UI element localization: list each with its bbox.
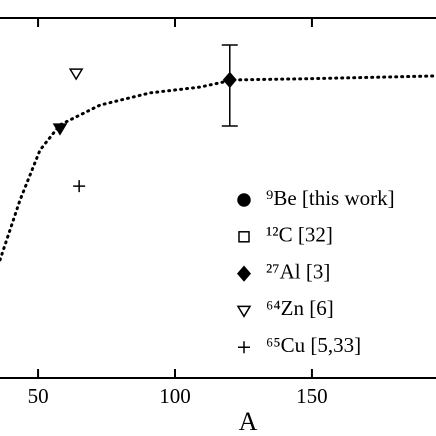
legend-marker: [237, 265, 251, 282]
x-tick-label: 50: [28, 384, 49, 408]
legend-label: ⁹Be [this work]: [266, 186, 395, 210]
legend-marker: [236, 305, 252, 318]
marker: [73, 180, 86, 193]
legend-marker: [238, 231, 250, 243]
legend-marker: [237, 193, 251, 207]
marker: [52, 123, 68, 136]
x-tick-label: 150: [296, 384, 328, 408]
legend-label: ⁶⁵Cu [5,33]: [266, 333, 361, 357]
legend-marker: [238, 341, 250, 354]
legend-label: ²⁷Al [3]: [266, 259, 330, 283]
x-tick-label: 100: [159, 384, 191, 408]
legend-label: ¹²C [32]: [266, 223, 333, 247]
fit-curve: [0, 74, 436, 262]
marker: [222, 71, 237, 89]
legend-label: ⁶⁴Zn [6]: [266, 296, 334, 320]
x-axis-label: A: [239, 407, 258, 436]
marker: [68, 68, 84, 81]
